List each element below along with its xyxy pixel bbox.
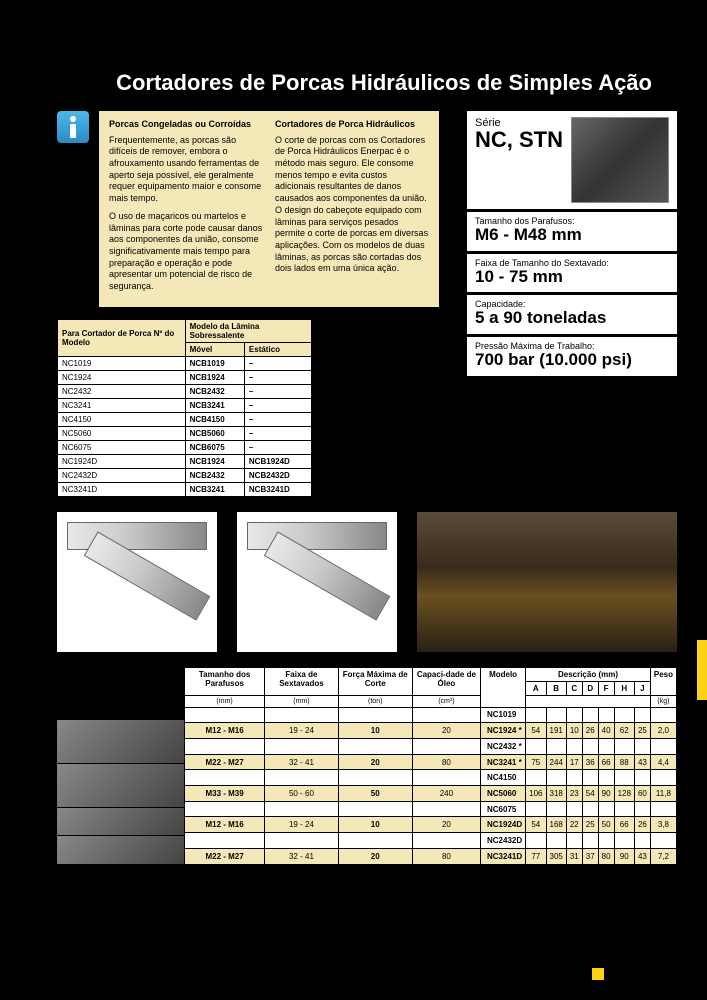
spec-box: Pressão Máxima de Trabalho:700 bar (10.0…: [467, 337, 677, 376]
unit-oil: (cm³): [412, 695, 480, 707]
blade-h2b: Estático: [244, 342, 311, 356]
th-C: C: [566, 681, 582, 695]
product-thumb: [57, 808, 184, 836]
blade-row: NC1019NCB1019–: [58, 356, 312, 370]
series-value: NC, STN: [475, 129, 563, 151]
unit-force: (ton): [338, 695, 412, 707]
spec-row: NC6075: [185, 801, 677, 817]
spec-row: M22 - M2732 - 412080NC3241D7730531378090…: [185, 848, 677, 864]
product-thumb: [57, 764, 184, 808]
blade-row: NC1924DNCB1924NCB1924D: [58, 454, 312, 468]
info-p2: O uso de maçaricos ou martelos e lâminas…: [109, 211, 263, 293]
th-bolt: Tamanho dos Parafusos: [185, 667, 265, 695]
spec-row: M12 - M1619 - 241020NC1924 *541911026406…: [185, 723, 677, 739]
blade-row: NC1924NCB1924–: [58, 370, 312, 384]
unit-bolt: (mm): [185, 695, 265, 707]
spec-row: NC2432 *: [185, 739, 677, 755]
spec-value: 10 - 75 mm: [475, 268, 669, 287]
th-force: Força Máxima de Corte: [338, 667, 412, 695]
blade-row: NC4150NCB4150–: [58, 412, 312, 426]
series-product-image: [571, 117, 669, 203]
blade-table: Para Cortador de Porca Nº do Modelo Mode…: [57, 319, 312, 497]
spec-row: M12 - M1619 - 241020NC1924D5416822255066…: [185, 817, 677, 833]
spec-panel: Série NC, STN Tamanho dos Parafusos:M6 -…: [467, 111, 677, 379]
section-tab: [697, 640, 707, 700]
footer-icon: [592, 968, 604, 980]
spec-row: NC1019: [185, 707, 677, 723]
th-D: D: [582, 681, 598, 695]
product-thumb: [57, 836, 184, 865]
blade-h1: Para Cortador de Porca Nº do Modelo: [58, 319, 186, 356]
blade-row: NC3241DNCB3241NCB3241D: [58, 482, 312, 496]
info-heading-1: Porcas Congeladas ou Corroídas: [109, 119, 263, 131]
spec-box: Tamanho dos Parafusos:M6 - M48 mm: [467, 212, 677, 251]
th-H: H: [614, 681, 634, 695]
info-icon: [57, 111, 89, 143]
info-p1: Frequentemente, as porcas são difíceis d…: [109, 135, 263, 205]
th-weight: Peso: [650, 667, 676, 695]
blade-h2: Modelo da Lâmina Sobressalente: [185, 319, 311, 342]
blade-row: NC6075NCB6075–: [58, 440, 312, 454]
info-box: Porcas Congeladas ou Corroídas Frequente…: [99, 111, 439, 307]
page-title: Cortadores de Porcas Hidráulicos de Simp…: [0, 0, 707, 111]
th-desc: Descrição (mm): [526, 667, 651, 681]
th-F: F: [598, 681, 614, 695]
th-A: A: [526, 681, 546, 695]
spec-value: 5 a 90 toneladas: [475, 309, 669, 328]
spec-box: Faixa de Tamanho do Sextavado:10 - 75 mm: [467, 254, 677, 293]
spec-value: M6 - M48 mm: [475, 226, 669, 245]
blade-row: NC5060NCB5060–: [58, 426, 312, 440]
spec-table: Tamanho dos Parafusos Faixa de Sextavado…: [184, 667, 677, 865]
application-photo: [417, 512, 677, 652]
spec-row: NC4150: [185, 770, 677, 786]
spec-value: 700 bar (10.000 psi): [475, 351, 669, 370]
th-hex: Faixa de Sextavados: [265, 667, 339, 695]
unit-weight: (kg): [650, 695, 676, 707]
spec-row: NC2432D: [185, 833, 677, 849]
blade-h2a: Móvel: [185, 342, 244, 356]
info-heading-2: Cortadores de Porca Hidráulicos: [275, 119, 429, 131]
blade-row: NC3241NCB3241–: [58, 398, 312, 412]
diagram-2: [237, 512, 397, 652]
spec-row: M22 - M2732 - 412080NC3241 *752441736668…: [185, 754, 677, 770]
diagram-1: [57, 512, 217, 652]
spec-row: M33 - M3950 - 6050240NC50601063182354901…: [185, 786, 677, 802]
blade-row: NC2432NCB2432–: [58, 384, 312, 398]
th-B: B: [546, 681, 566, 695]
product-thumbs: [57, 667, 184, 865]
th-oil: Capaci-dade de Óleo: [412, 667, 480, 695]
product-thumb: [57, 720, 184, 764]
blade-row: NC2432DNCB2432NCB2432D: [58, 468, 312, 482]
th-model: Modelo: [481, 667, 526, 707]
unit-hex: (mm): [265, 695, 339, 707]
spec-box: Capacidade:5 a 90 toneladas: [467, 295, 677, 334]
th-J: J: [634, 681, 650, 695]
info-p3: O corte de porcas com os Cortadores de P…: [275, 135, 429, 275]
